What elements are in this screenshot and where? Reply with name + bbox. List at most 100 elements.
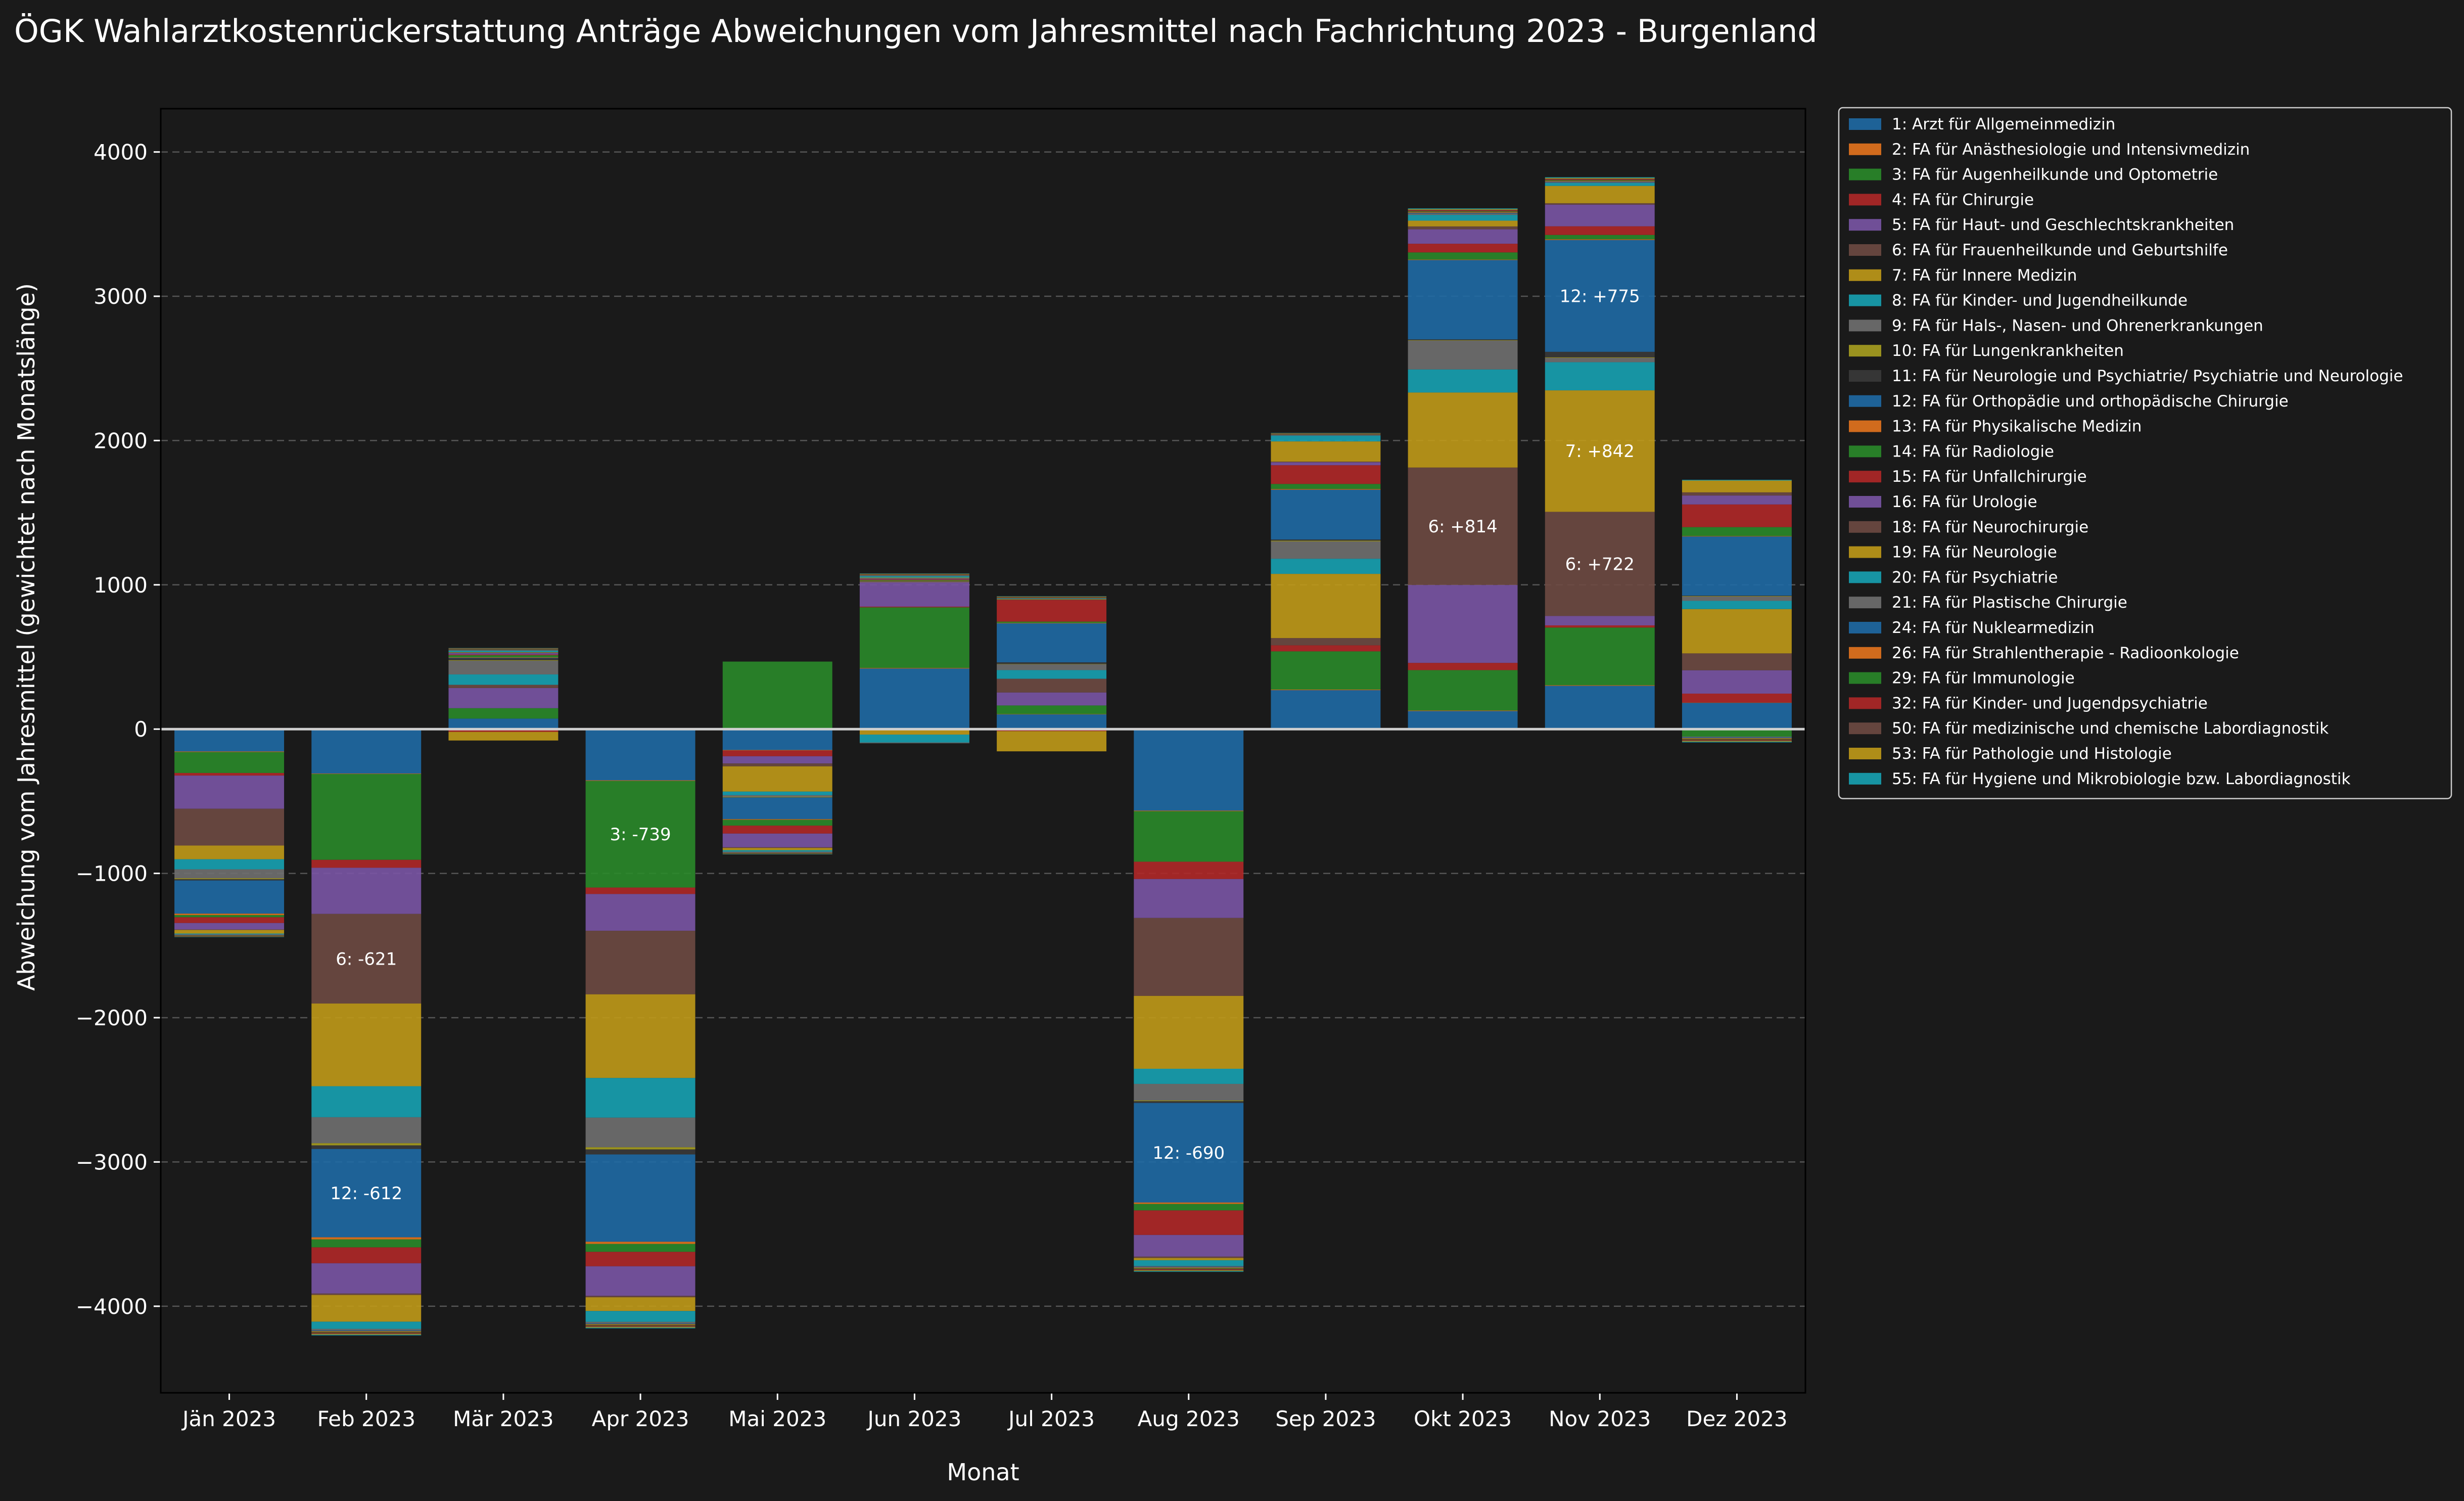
- legend-swatch: [1849, 370, 1881, 382]
- legend-label: 2: FA für Anästhesiologie und Intensivme…: [1892, 141, 2250, 159]
- bar-segment: [997, 670, 1107, 679]
- bar-segment: [859, 730, 969, 735]
- bar-segment: [174, 917, 285, 923]
- bar-segment: [1134, 861, 1244, 879]
- bar-segment: [722, 852, 832, 853]
- legend-label: 5: FA für Haut- und Geschlechtskrankheit…: [1892, 216, 2234, 234]
- bar-segment: [1682, 693, 1792, 703]
- legend-label: 53: FA für Pathologie und Histologie: [1892, 745, 2172, 763]
- bar-segment: [174, 915, 285, 918]
- bar-segment: [174, 772, 285, 776]
- bar-segment: [311, 774, 422, 860]
- legend-swatch: [1849, 143, 1881, 155]
- legend-frame: [1838, 107, 2452, 799]
- bar-segment: [1682, 738, 1792, 739]
- segment-annotation: 3: -739: [610, 825, 671, 845]
- bar-segment: [1134, 810, 1244, 811]
- bar-segment: [1545, 226, 1655, 235]
- legend-swatch: [1849, 571, 1881, 583]
- bar-segment: [859, 575, 969, 576]
- bar-segment: [1271, 465, 1381, 484]
- bar-segment: [585, 1323, 695, 1324]
- bar-segment: [1271, 638, 1381, 646]
- bar-segment: [174, 729, 285, 752]
- y-tick-label: −2000: [76, 1006, 148, 1030]
- bar-segment: [997, 596, 1107, 597]
- bar-segment: [997, 692, 1107, 706]
- bar-segment: [448, 730, 559, 732]
- bar-segment: [1682, 740, 1792, 741]
- legend-label: 21: FA für Plastische Chirurgie: [1892, 594, 2127, 612]
- legend-label: 18: FA für Neurochirurgie: [1892, 518, 2088, 536]
- bar-segment: [174, 914, 285, 916]
- bar-segment: [1271, 441, 1381, 462]
- bar-segment: [1408, 208, 1518, 209]
- segment-annotation: 6: +814: [1428, 517, 1497, 537]
- bar-segment: [1682, 609, 1792, 654]
- bar-segment: [997, 597, 1107, 598]
- bar-segment: [311, 868, 422, 914]
- segment-annotation: 12: +775: [1560, 286, 1640, 306]
- legend-swatch: [1849, 244, 1881, 256]
- bar-segment: [311, 859, 422, 868]
- x-tick-label: Jun 2023: [866, 1406, 961, 1431]
- bar-segment: [1682, 527, 1792, 536]
- bar-segment: [448, 660, 559, 675]
- bar-segment: [1682, 596, 1792, 597]
- legend-label: 3: FA für Augenheilkunde und Optometrie: [1892, 166, 2218, 184]
- bar-segment: [174, 808, 285, 846]
- bar-segment: [174, 878, 285, 879]
- legend-swatch: [1849, 697, 1881, 709]
- bar-segment: [859, 668, 969, 730]
- bar-segment: [1134, 1210, 1244, 1235]
- bar-segment: [1545, 686, 1655, 730]
- legend-label: 10: FA für Lungenkrankheiten: [1892, 342, 2124, 360]
- segment-annotation: 12: -690: [1152, 1143, 1225, 1163]
- bar-segment: [1408, 260, 1518, 340]
- bar-segment: [174, 923, 285, 930]
- bar-segment: [174, 930, 285, 934]
- bar-segment: [859, 578, 969, 579]
- legend-swatch: [1849, 722, 1881, 735]
- legend-label: 11: FA für Neurologie und Psychiatrie/ P…: [1892, 367, 2403, 385]
- bar-segment: [722, 661, 832, 730]
- bar-segment: [585, 1149, 695, 1155]
- bar-segment: [997, 714, 1107, 730]
- legend-label: 9: FA für Hals-, Nasen- und Ohrenerkrank…: [1892, 316, 2263, 335]
- bar-segment: [722, 847, 832, 848]
- segment-annotation: 7: +842: [1565, 441, 1635, 462]
- y-tick-label: 3000: [94, 284, 148, 309]
- bar-segment: [859, 575, 969, 576]
- bar-segment: [1545, 181, 1655, 183]
- legend-label: 20: FA für Psychiatrie: [1892, 568, 2058, 586]
- bar-segment: [997, 664, 1107, 670]
- bar-segment: [1408, 229, 1518, 244]
- bar-segment: [1271, 484, 1381, 489]
- bar-segment: [1545, 362, 1655, 391]
- bar-segment: [1545, 351, 1655, 357]
- bar-segment: [1408, 340, 1518, 370]
- bar-segment: [311, 1295, 422, 1322]
- bar-segment: [585, 1327, 695, 1328]
- bar-segment: [585, 781, 695, 888]
- bar-segment: [1134, 918, 1244, 996]
- bar-segment: [311, 1145, 422, 1149]
- bar-segment: [722, 750, 832, 756]
- bar-segment: [1545, 357, 1655, 358]
- bar-segment: [722, 797, 832, 820]
- bar-segment: [997, 621, 1107, 623]
- bar-segment: [448, 660, 559, 661]
- bar-segment: [448, 652, 559, 653]
- bar-segment: [311, 1333, 422, 1334]
- bar-segment: [311, 1004, 422, 1086]
- bar-segment: [1408, 467, 1518, 585]
- bar-segment: [1408, 585, 1518, 663]
- bar-segment: [311, 1149, 422, 1238]
- bar-segment: [1408, 369, 1518, 393]
- bar-segment: [448, 708, 559, 719]
- bar-segment: [722, 750, 832, 751]
- bar-segment: [1271, 489, 1381, 540]
- bar-segment: [448, 657, 559, 658]
- bar-segment: [1408, 226, 1518, 230]
